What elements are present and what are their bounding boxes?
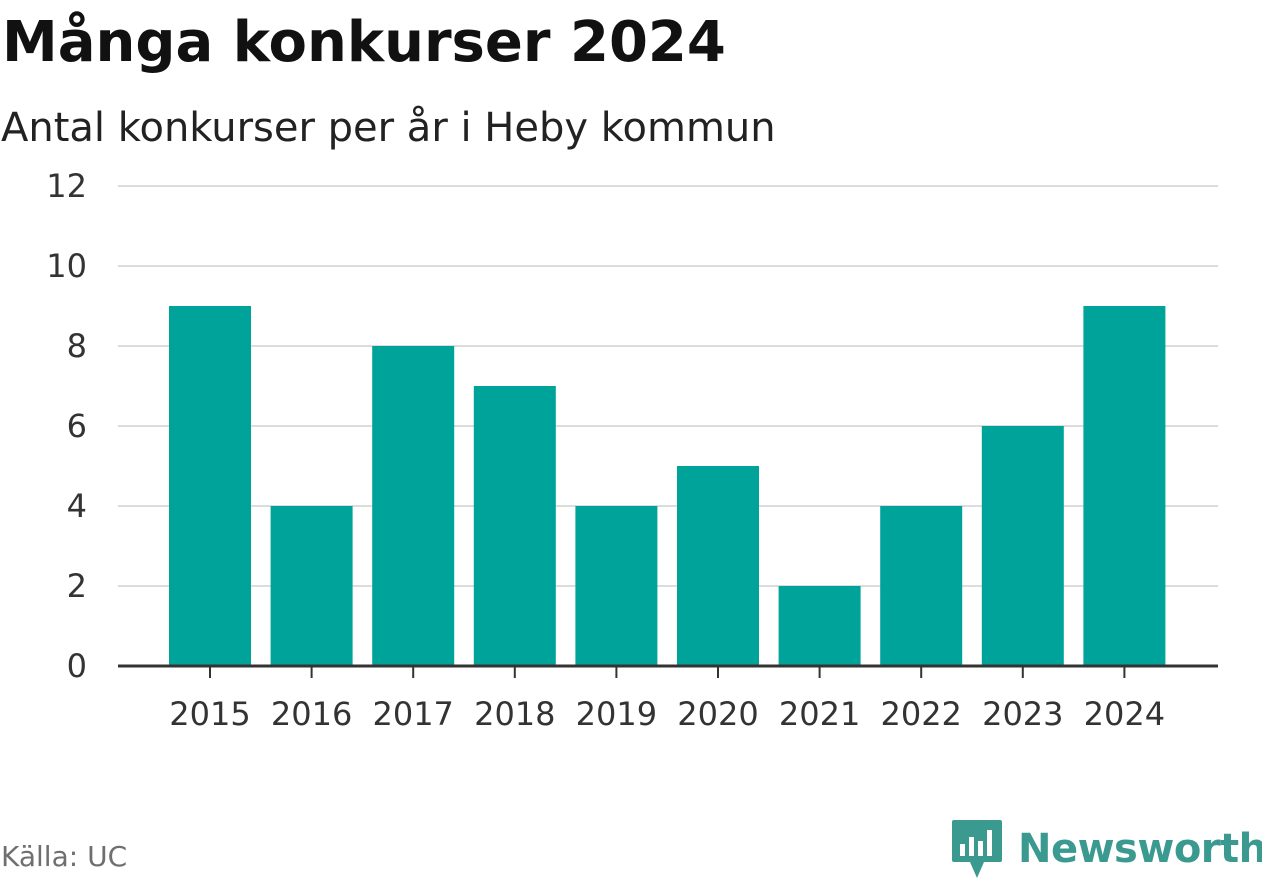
bar-2018 — [473, 386, 556, 666]
x-tick-label-2023: 2023 — [982, 695, 1063, 733]
bar-2016 — [270, 506, 353, 666]
source-note: Källa: UC — [1, 840, 128, 873]
y-tick-label-12: 12 — [46, 167, 87, 205]
bar-2020 — [677, 466, 759, 666]
x-tick-label-2017: 2017 — [372, 695, 453, 733]
bar-2017 — [372, 346, 455, 666]
brand-logo: Newsworthy — [950, 818, 1262, 880]
x-tick-label-2019: 2019 — [576, 695, 657, 733]
brand-name: Newsworthy — [1018, 826, 1262, 872]
bar-2024 — [1083, 306, 1166, 666]
bar-2022 — [880, 506, 963, 666]
bar-2023 — [981, 426, 1064, 666]
y-tick-label-4: 4 — [67, 487, 87, 525]
x-tick-label-2022: 2022 — [880, 695, 961, 733]
bar-2021 — [778, 586, 861, 666]
y-tick-label-8: 8 — [67, 327, 87, 365]
x-tick-label-2020: 2020 — [677, 695, 758, 733]
newsworthy-logo-icon — [952, 820, 1002, 878]
chart-subtitle: Antal konkurser per år i Heby kommun — [1, 105, 776, 151]
bar-2019 — [575, 506, 658, 666]
y-tick-label-10: 10 — [46, 247, 87, 285]
x-tick-label-2016: 2016 — [271, 695, 352, 733]
x-tick-label-2021: 2021 — [779, 695, 860, 733]
y-tick-label-0: 0 — [67, 647, 87, 685]
chart-title: Många konkurser 2024 — [2, 10, 726, 75]
y-tick-label-6: 6 — [67, 407, 87, 445]
x-tick-label-2018: 2018 — [474, 695, 555, 733]
y-tick-label-2: 2 — [67, 567, 87, 605]
bar-2015 — [169, 306, 251, 666]
x-tick-label-2015: 2015 — [169, 695, 250, 733]
x-tick-label-2024: 2024 — [1084, 695, 1165, 733]
